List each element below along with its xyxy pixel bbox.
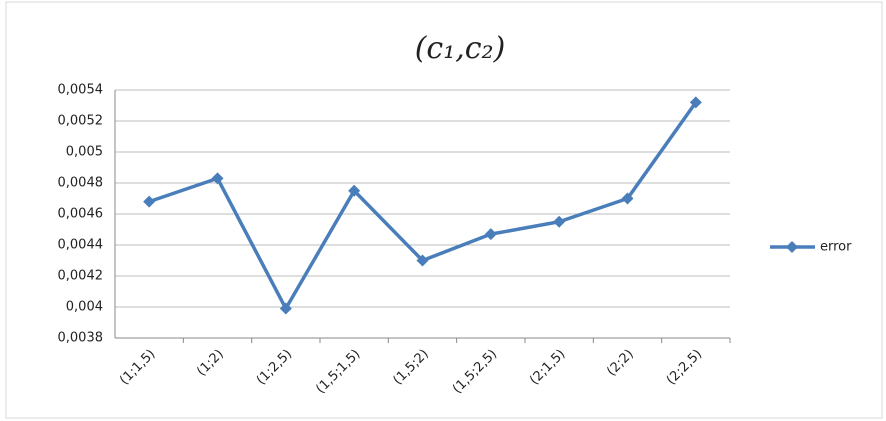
y-tick-label: 0,005 [66, 145, 103, 160]
chart-frame [5, 1, 883, 419]
chart-title: (c₁,c₂) [415, 31, 506, 66]
y-tick-label: 0,0054 [58, 83, 104, 98]
legend-marker [786, 241, 798, 253]
y-tick-label: 0,0052 [58, 114, 104, 129]
data-point [689, 96, 702, 109]
y-tick-label: 0,004 [66, 300, 103, 315]
y-tick-label: 0,0042 [58, 269, 104, 284]
y-tick-label: 0,0048 [58, 176, 104, 191]
y-tick-label: 0,0046 [58, 207, 104, 222]
y-tick-label: 0,0044 [58, 238, 104, 253]
data-point [621, 192, 634, 205]
data-point [211, 172, 224, 185]
data-point [143, 195, 156, 208]
data-point [416, 254, 429, 267]
data-point [553, 215, 566, 228]
data-point [348, 184, 361, 197]
data-point [484, 228, 497, 241]
y-tick-label: 0,0038 [58, 331, 104, 346]
data-point [279, 302, 292, 315]
legend-label: error [820, 240, 852, 255]
